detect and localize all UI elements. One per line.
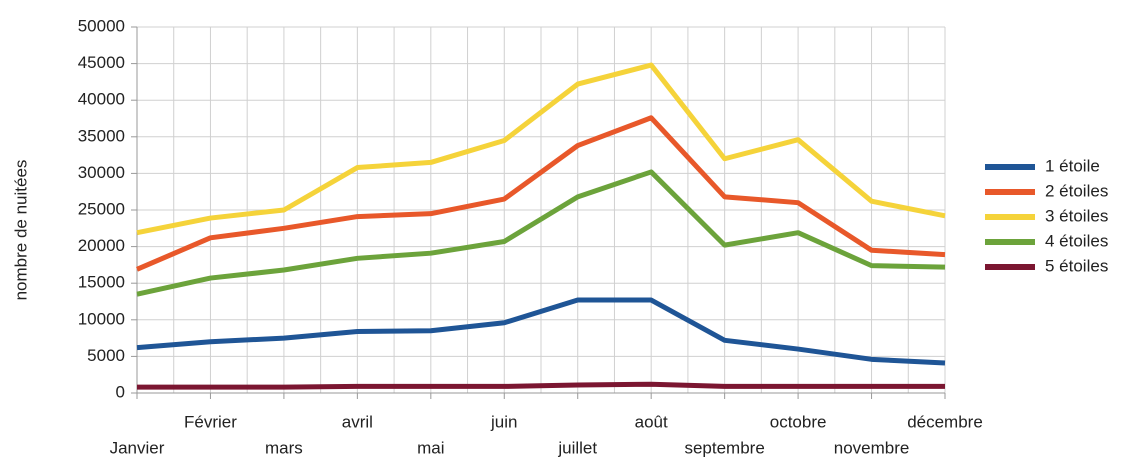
x-tick-label: Février	[184, 412, 237, 431]
y-tick-label: 45000	[78, 53, 125, 72]
y-tick-label: 50000	[78, 16, 125, 35]
series-line	[136, 297, 946, 366]
x-tick-label: décembre	[907, 412, 983, 431]
x-tick-label: octobre	[770, 412, 827, 431]
x-tick-label: septembre	[684, 438, 764, 457]
legend-label: 2 étoiles	[1045, 181, 1108, 200]
legend-label: 4 étoiles	[1045, 231, 1108, 250]
y-tick-label: 10000	[78, 309, 125, 328]
series-line	[136, 115, 946, 272]
y-tick-label: 40000	[78, 90, 125, 109]
legend-label: 3 étoiles	[1045, 206, 1108, 225]
series-line	[136, 169, 946, 297]
x-tick-label: juin	[490, 412, 517, 431]
x-tick-label: juillet	[557, 438, 597, 457]
series-line	[136, 62, 946, 236]
y-tick-label: 5000	[87, 346, 125, 365]
x-tick-label: Janvier	[110, 438, 165, 457]
y-tick-label: 25000	[78, 199, 125, 218]
y-tick-label: 20000	[78, 236, 125, 255]
x-tick-label: août	[635, 412, 668, 431]
y-tick-label: 30000	[78, 163, 125, 182]
y-tick-label: 15000	[78, 273, 125, 292]
legend-label: 1 étoile	[1045, 156, 1100, 175]
x-tick-label: mars	[265, 438, 303, 457]
legend-label: 5 étoiles	[1045, 256, 1108, 275]
series-line	[137, 381, 945, 390]
y-tick-label: 35000	[78, 126, 125, 145]
x-tick-label: avril	[342, 412, 373, 431]
y-axis-label: nombre de nuitées	[11, 160, 30, 301]
x-tick-label: novembre	[834, 438, 910, 457]
x-tick-label: mai	[417, 438, 444, 457]
y-tick-label: 0	[116, 382, 125, 401]
